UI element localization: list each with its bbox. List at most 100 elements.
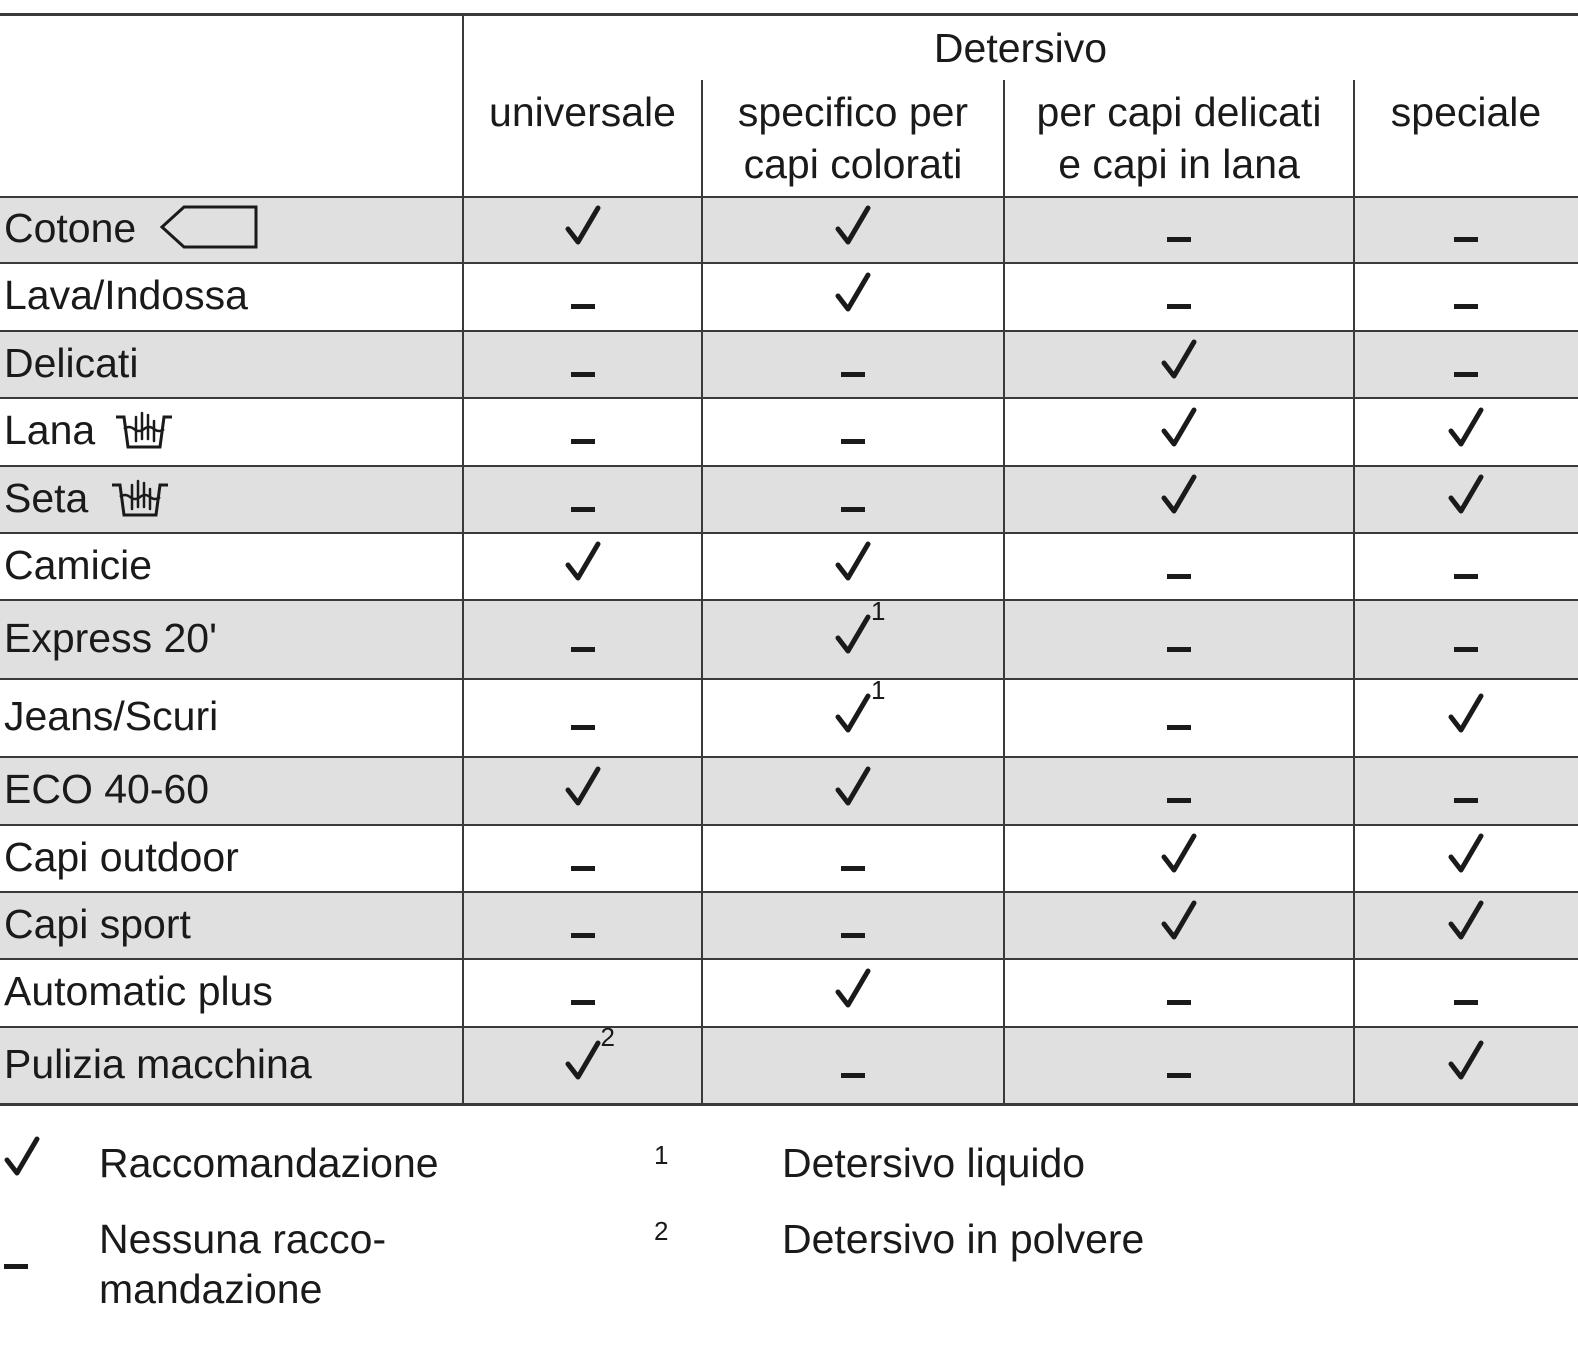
hand-wash-tub-icon	[116, 411, 172, 449]
hand-wash-tub-icon	[112, 479, 168, 516]
check-icon	[1161, 833, 1197, 873]
check-icon	[1448, 900, 1484, 940]
table-cell: 1	[702, 675, 1004, 757]
row-shade	[0, 1027, 1578, 1104]
column-header: per capi delicati e capi in lana	[1004, 86, 1354, 190]
table-cell	[702, 757, 1004, 825]
check-mark	[835, 968, 871, 1019]
check-mark	[835, 766, 871, 817]
row-label: Automatic plus	[4, 968, 273, 1014]
check-mark	[835, 541, 871, 592]
table-cell	[463, 398, 702, 466]
table-cell	[463, 331, 702, 398]
horizontal-rule	[0, 824, 1578, 826]
row-label: Lava/Indossa	[4, 272, 248, 318]
dash-mark	[1454, 615, 1478, 665]
check-mark	[1448, 407, 1484, 458]
column-header-line: specifico per	[737, 89, 969, 135]
check-mark	[1161, 833, 1197, 884]
table-cell	[1004, 600, 1354, 679]
vertical-rule	[1003, 80, 1005, 1104]
check-mark	[1448, 693, 1484, 744]
table-cell	[1004, 197, 1354, 263]
vertical-rule	[701, 80, 703, 1104]
dash-icon	[570, 1000, 595, 1005]
legend-note2-text: Detersivo in polvere	[782, 1216, 1145, 1262]
dash-icon	[841, 439, 865, 444]
row-label: Seta	[4, 474, 89, 521]
table-cell	[1354, 466, 1578, 533]
table-cell	[1004, 331, 1354, 398]
dash-mark	[1167, 542, 1191, 592]
table-cell	[1354, 959, 1578, 1027]
dash-icon	[841, 506, 865, 512]
legend-dash-text-line: mandazione	[99, 1266, 323, 1312]
table-cell	[463, 533, 702, 600]
check-icon	[4, 1136, 40, 1176]
check-mark	[1161, 900, 1197, 951]
check-mark: 1	[835, 596, 885, 665]
check-icon	[835, 766, 871, 805]
dash-mark	[1167, 766, 1191, 816]
horizontal-rule	[0, 599, 1578, 601]
table-cell	[702, 892, 1004, 959]
dash-icon	[1167, 798, 1191, 803]
dash-mark	[841, 407, 865, 457]
check-icon	[835, 693, 871, 732]
dash-icon	[841, 865, 865, 871]
vertical-rule	[1353, 80, 1355, 1104]
table-cell	[1354, 1027, 1578, 1104]
table-cell	[1004, 679, 1354, 757]
table-cell	[463, 263, 702, 331]
dash-icon	[1167, 573, 1191, 579]
horizontal-rule	[0, 196, 1578, 198]
dash-mark	[570, 901, 595, 951]
dash-icon	[1454, 646, 1478, 652]
check-mark	[1448, 833, 1484, 884]
dash-icon	[4, 1264, 28, 1269]
check-mark	[1448, 474, 1484, 525]
legend-dash-text: Nessuna racco-mandazione	[99, 1214, 386, 1314]
table-cell	[1354, 892, 1578, 959]
table-cell	[1354, 197, 1578, 263]
check-mark	[565, 541, 601, 592]
table-cell	[1354, 757, 1578, 825]
row-shade	[0, 331, 1578, 398]
legend-note1-text: Detersivo liquido	[782, 1140, 1086, 1186]
dash-mark	[570, 407, 595, 457]
table-cell	[463, 892, 702, 959]
row-label: Lana	[4, 407, 96, 453]
dash-mark	[841, 475, 865, 525]
column-header-line: universale	[489, 89, 676, 135]
row-label: ECO 40-60	[4, 766, 210, 812]
dash-icon	[570, 506, 595, 512]
column-header: universale	[463, 86, 702, 138]
dash-icon	[841, 371, 865, 377]
table-cell	[1004, 892, 1354, 959]
column-header-line: speciale	[1390, 89, 1542, 135]
header-group-title: Detersivo	[933, 25, 1108, 71]
dash-icon	[1167, 1072, 1191, 1078]
check-mark: 2	[565, 1022, 615, 1091]
row-label: Jeans/Scuri	[4, 693, 219, 739]
horizontal-rule	[0, 262, 1578, 264]
horizontal-rule	[0, 465, 1578, 467]
horizontal-rule	[0, 756, 1578, 758]
check-mark	[1161, 339, 1197, 390]
table-cell	[1004, 263, 1354, 331]
dash-icon	[570, 865, 595, 871]
check-mark: 1	[835, 675, 885, 744]
dash-mark	[841, 834, 865, 884]
check-mark	[1161, 407, 1197, 458]
dash-mark	[1167, 272, 1191, 322]
column-header: specifico per capi colorati	[702, 86, 1004, 190]
legend-dash-text-line: Nessuna racco-	[99, 1216, 387, 1262]
check-icon	[565, 1040, 600, 1080]
dash-icon	[1167, 646, 1191, 652]
table-cell	[1354, 533, 1578, 600]
table-cell	[463, 959, 702, 1027]
check-icon	[565, 541, 600, 581]
table-cell	[1004, 825, 1354, 892]
horizontal-rule	[0, 13, 1578, 16]
dash-mark	[1454, 272, 1478, 322]
